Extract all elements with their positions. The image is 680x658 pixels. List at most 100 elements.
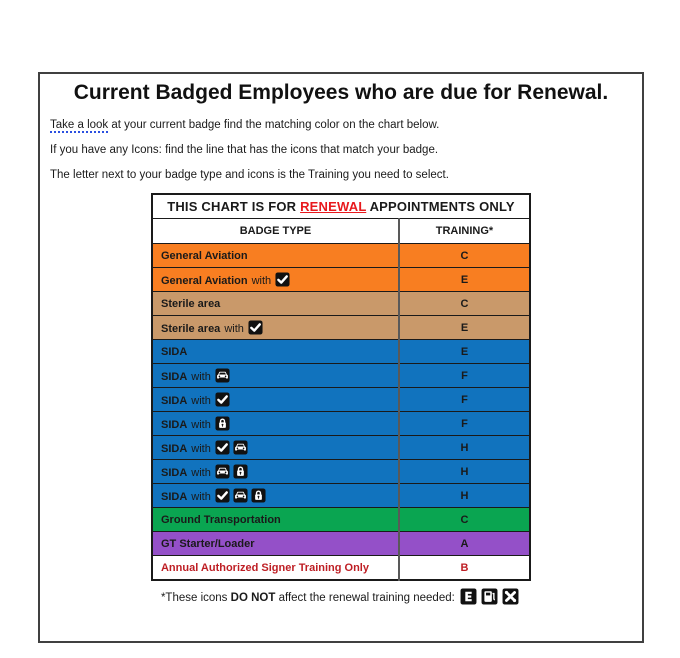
training-cell: F bbox=[397, 363, 531, 389]
column-header-badge-type: BADGE TYPE bbox=[151, 218, 400, 245]
grammar-underlined-text: Take a look bbox=[50, 119, 109, 133]
check-icon bbox=[215, 440, 230, 455]
badge-type-cell: Sterile area with bbox=[151, 315, 400, 341]
training-cell: F bbox=[397, 387, 531, 413]
badge-type-label: GT Starter/Loader bbox=[160, 537, 255, 550]
badge-type-cell: SIDA with bbox=[151, 459, 400, 485]
table-row: Ground Transportation C bbox=[151, 507, 531, 533]
training-cell: C bbox=[397, 243, 531, 269]
badge-type-cell: SIDA with bbox=[151, 387, 400, 413]
training-cell: C bbox=[397, 291, 531, 317]
crossed-tools-icon bbox=[502, 588, 519, 605]
badge-type-cell: General Aviation bbox=[151, 243, 400, 269]
badge-type-label: General Aviation bbox=[160, 249, 248, 262]
badge-type-label: SIDA bbox=[160, 371, 188, 384]
badge-type-cell: SIDA with bbox=[151, 363, 400, 389]
training-cell: E bbox=[397, 339, 531, 365]
check-icon bbox=[215, 488, 230, 503]
training-cell: A bbox=[397, 531, 531, 557]
training-cell: B bbox=[397, 555, 531, 581]
training-cell: F bbox=[397, 411, 531, 437]
footnote-icons bbox=[458, 588, 521, 605]
badge-type-label: Annual Authorized Signer Training Only bbox=[160, 561, 369, 574]
training-cell: H bbox=[397, 483, 531, 509]
table-row: SIDA with F bbox=[151, 387, 531, 413]
badge-type-label: SIDA bbox=[160, 419, 188, 432]
lock-icon bbox=[215, 416, 230, 431]
check-icon bbox=[275, 272, 290, 287]
training-cell: E bbox=[397, 267, 531, 293]
training-cell: C bbox=[397, 507, 531, 533]
badge-type-label: SIDA bbox=[160, 345, 188, 358]
instruction-line-2: If you have any Icons: find the line tha… bbox=[50, 143, 642, 158]
connector-text: with bbox=[191, 443, 211, 456]
badge-type-label: General Aviation bbox=[160, 275, 248, 288]
car-icon bbox=[215, 464, 230, 479]
badge-type-cell: Ground Transportation bbox=[151, 507, 400, 533]
badge-type-cell: Sterile area bbox=[151, 291, 400, 317]
badge-type-cell: SIDA with bbox=[151, 483, 400, 509]
footnote-suffix: affect the renewal training needed: bbox=[275, 591, 455, 604]
badge-type-label: SIDA bbox=[160, 443, 188, 456]
table-banner-row: THIS CHART IS FOR RENEWAL APPOINTMENTS O… bbox=[151, 193, 531, 220]
badge-type-cell: SIDA with bbox=[151, 435, 400, 461]
table-row: SIDA with H bbox=[151, 435, 531, 461]
instructions: Take a look at your current badge find t… bbox=[50, 118, 642, 183]
table-row: Sterile area C bbox=[151, 291, 531, 317]
car-icon bbox=[233, 488, 248, 503]
table-row: SIDA with F bbox=[151, 411, 531, 437]
instruction-line-3: The letter next to your badge type and i… bbox=[50, 168, 642, 183]
training-cell: H bbox=[397, 459, 531, 485]
table-row: SIDA with F bbox=[151, 363, 531, 389]
training-cell: H bbox=[397, 435, 531, 461]
badge-type-label: SIDA bbox=[160, 491, 188, 504]
badge-type-label: Sterile area bbox=[160, 323, 221, 336]
document-frame: Current Badged Employees who are due for… bbox=[38, 72, 644, 643]
instruction-text: The letter next to your badge type and i… bbox=[50, 168, 449, 181]
escort-e-icon bbox=[460, 588, 477, 605]
connector-text: with bbox=[191, 491, 211, 504]
footnote: *These icons DO NOT affect the renewal t… bbox=[40, 588, 642, 605]
badge-type-label: Ground Transportation bbox=[160, 513, 281, 526]
table-row: General Aviation with E bbox=[151, 267, 531, 293]
badge-type-label: SIDA bbox=[160, 467, 188, 480]
connector-text: with bbox=[191, 467, 211, 480]
car-icon bbox=[215, 368, 230, 383]
badge-type-label: Sterile area bbox=[160, 297, 221, 310]
instruction-text: If you have any Icons: find the line tha… bbox=[50, 143, 439, 156]
lock-icon bbox=[251, 488, 266, 503]
table-row: General Aviation C bbox=[151, 243, 531, 269]
badge-type-label: SIDA bbox=[160, 395, 188, 408]
table-row: Annual Authorized Signer Training Only B bbox=[151, 555, 531, 581]
connector-text: with bbox=[224, 323, 244, 336]
banner-suffix: APPOINTMENTS ONLY bbox=[366, 199, 515, 215]
check-icon bbox=[215, 392, 230, 407]
footnote-prefix: *These icons bbox=[160, 591, 231, 604]
badge-type-cell: SIDA with bbox=[151, 411, 400, 437]
badge-type-cell: GT Starter/Loader bbox=[151, 531, 400, 557]
car-icon bbox=[233, 440, 248, 455]
instruction-text: at your current badge find the matching … bbox=[108, 119, 440, 131]
page-title: Current Badged Employees who are due for… bbox=[73, 81, 609, 104]
table-row: Sterile area with E bbox=[151, 315, 531, 341]
connector-text: with bbox=[191, 371, 211, 384]
table-row: GT Starter/Loader A bbox=[151, 531, 531, 557]
check-icon bbox=[248, 320, 263, 335]
connector-text: with bbox=[191, 395, 211, 408]
column-header-training: TRAINING* bbox=[397, 218, 531, 245]
training-cell: E bbox=[397, 315, 531, 341]
connector-text: with bbox=[251, 275, 272, 288]
badge-type-cell: Annual Authorized Signer Training Only bbox=[151, 555, 400, 581]
table-banner: THIS CHART IS FOR RENEWAL APPOINTMENTS O… bbox=[151, 193, 531, 220]
banner-renewal-highlight: RENEWAL bbox=[300, 199, 367, 215]
table-row: SIDA with H bbox=[151, 459, 531, 485]
lock-icon bbox=[233, 464, 248, 479]
table-row: SIDA with H bbox=[151, 483, 531, 509]
badge-renewal-table: THIS CHART IS FOR RENEWAL APPOINTMENTS O… bbox=[150, 192, 531, 581]
badge-table-body: General Aviation C General Aviation with E St… bbox=[151, 243, 531, 581]
table-row: SIDA E bbox=[151, 339, 531, 365]
badge-type-cell: General Aviation with bbox=[151, 267, 400, 293]
connector-text: with bbox=[191, 419, 211, 432]
column-header-row: BADGE TYPE TRAINING* bbox=[151, 218, 531, 245]
banner-prefix: THIS CHART IS FOR bbox=[167, 199, 301, 215]
